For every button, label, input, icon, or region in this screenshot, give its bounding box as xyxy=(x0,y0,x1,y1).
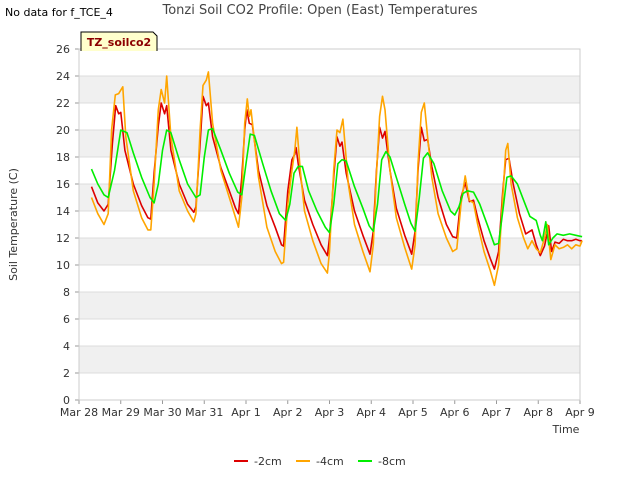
series-line-3 xyxy=(90,127,583,246)
y-tick-label: 12 xyxy=(56,232,70,245)
y-tick-label: 18 xyxy=(56,151,70,164)
y-tick-label: 26 xyxy=(56,43,70,56)
x-tick-label: Apr 5 xyxy=(398,406,428,419)
x-tick-label: Apr 7 xyxy=(482,406,512,419)
y-tick-label: 6 xyxy=(63,313,70,326)
x-tick-label: Apr 8 xyxy=(523,406,553,419)
y-tick-label: 4 xyxy=(63,340,70,353)
no-data-note: No data for f_TCE_4 xyxy=(5,6,113,19)
grid-band xyxy=(79,292,580,319)
x-tick-label: Apr 1 xyxy=(231,406,261,419)
x-axis-label: Time xyxy=(552,423,580,436)
series-line-2 xyxy=(90,71,583,287)
x-tick-label: Apr 9 xyxy=(565,406,595,419)
site-badge: TZ_soilco2 xyxy=(80,31,158,51)
series-lines xyxy=(90,71,583,287)
x-tick-label: Apr 2 xyxy=(273,406,303,419)
grid-band xyxy=(79,76,580,103)
y-tick-label: 22 xyxy=(56,97,70,110)
legend-label-2: -4cm xyxy=(316,455,344,468)
y-tick-label: 24 xyxy=(56,70,70,83)
chart-title: Tonzi Soil CO2 Profile: Open (East) Temp… xyxy=(162,3,478,18)
x-tick-label: Apr 4 xyxy=(356,406,386,419)
y-tick-label: 14 xyxy=(56,205,70,218)
y-tick-label: 16 xyxy=(56,178,70,191)
y-tick-label: 20 xyxy=(56,124,70,137)
grid-bands xyxy=(79,48,580,401)
y-tick-label: 2 xyxy=(63,367,70,380)
y-tick-label: 0 xyxy=(63,394,70,407)
badge-shape xyxy=(80,31,158,51)
x-tick-label: Apr 6 xyxy=(440,406,470,419)
y-tick-label: 10 xyxy=(56,259,70,272)
y-axis-label: Soil Temperature (C) xyxy=(7,168,20,281)
grid-band xyxy=(79,184,580,211)
x-tick-label: Apr 3 xyxy=(315,406,345,419)
grid-band xyxy=(79,346,580,373)
badge-label: TZ_soilco2 xyxy=(87,36,151,49)
series-line-1 xyxy=(90,95,583,270)
x-tick-label: Mar 29 xyxy=(102,406,140,419)
legend: -2cm -4cm -8cm xyxy=(234,455,406,468)
x-axis-ticks: Mar 28 Mar 29 Mar 30 Mar 31 Apr 1 Apr 2 Apr 3 A… xyxy=(60,400,595,419)
plot-frame xyxy=(78,48,581,401)
legend-label-1: -2cm xyxy=(254,455,282,468)
x-tick-label: Mar 30 xyxy=(143,406,181,419)
x-tick-label: Mar 31 xyxy=(185,406,223,419)
legend-label-3: -8cm xyxy=(378,455,406,468)
y-tick-label: 8 xyxy=(63,286,70,299)
x-tick-label: Mar 28 xyxy=(60,406,98,419)
